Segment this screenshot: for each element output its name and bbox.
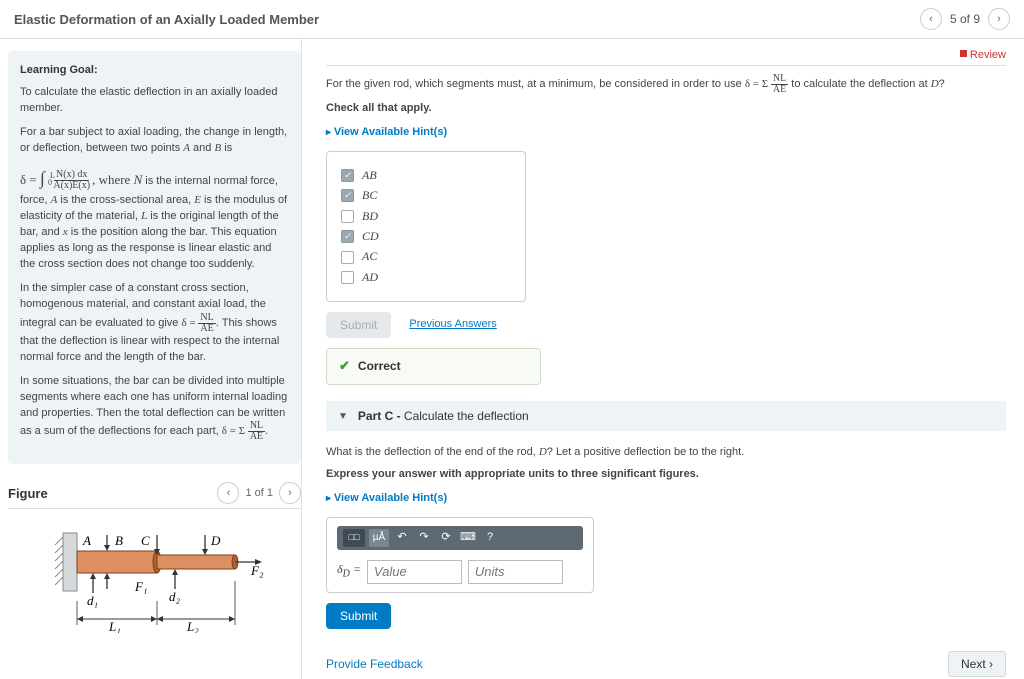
units-icon[interactable]: µÅ [369,529,389,547]
checkbox-label: AB [362,167,377,184]
figure-position: 1 of 1 [245,487,273,499]
svg-text:C: C [141,533,150,548]
hints-link-c[interactable]: View Available Hint(s) [326,491,1006,507]
svg-text:A: A [82,533,91,548]
correct-label: Correct [358,358,401,375]
previous-answers-link[interactable]: Previous Answers [409,317,496,333]
check-all-label: Check all that apply. [326,101,1006,117]
learning-p3: force, A is the cross-sectional area, E … [20,193,289,273]
undo-icon[interactable]: ↶ [393,529,411,547]
checkbox-icon[interactable] [341,169,354,182]
figure-prev-button[interactable]: ‹ [217,482,239,504]
answer-toolbar: □□ µÅ ↶ ↷ ⟳ ⌨ ? [337,526,583,550]
value-input[interactable] [367,560,462,584]
checkbox-option[interactable]: AD [341,269,511,286]
checkbox-icon[interactable] [341,230,354,243]
reset-icon[interactable]: ⟳ [437,529,455,547]
checkbox-panel: AB BC BD CD AC AD [326,151,526,302]
part-c-label: Part C - [358,409,404,423]
help-icon[interactable]: ? [481,529,499,547]
page-title: Elastic Deformation of an Axially Loaded… [14,12,319,27]
submit-button-b[interactable]: Submit [326,312,391,338]
footer: Provide Feedback Next › [326,651,1006,679]
figure-diagram: A B C D F₁ d₁ d₂ F₂ [8,509,301,633]
learning-p4: In the simpler case of a constant cross … [20,281,289,366]
checkbox-icon[interactable] [341,189,354,202]
page-position: 5 of 9 [950,12,980,26]
equation-integral: δ = ∫0L N(x) dxA(x)E(x), where N is the … [20,165,289,192]
checkbox-icon[interactable] [341,271,354,284]
checkbox-option[interactable]: AC [341,248,511,265]
part-b-question: For the given rod, which segments must, … [326,74,1006,95]
checkbox-icon[interactable] [341,251,354,264]
learning-p2: For a bar subject to axial loading, the … [20,125,289,157]
units-input[interactable] [468,560,563,584]
feedback-link[interactable]: Provide Feedback [326,657,423,671]
svg-text:F₂: F₂ [250,563,264,578]
next-page-button[interactable]: › [988,8,1010,30]
svg-text:d₁: d₁ [87,593,98,608]
keyboard-icon[interactable]: ⌨ [459,529,477,547]
template-icon[interactable]: □□ [343,529,365,547]
checkbox-option[interactable]: CD [341,228,511,245]
part-c-header[interactable]: ▼ Part C - Calculate the deflection [326,401,1006,431]
hints-link-b[interactable]: View Available Hint(s) [326,125,1006,141]
part-c-panel: What is the deflection of the end of the… [326,431,1006,629]
next-button[interactable]: Next › [948,651,1006,677]
checkbox-label: BC [362,187,377,204]
checkbox-option[interactable]: BC [341,187,511,204]
svg-text:L₁: L₁ [108,619,121,633]
figure-next-button[interactable]: › [279,482,301,504]
chevron-down-icon: ▼ [338,411,348,422]
svg-text:B: B [115,533,123,548]
prev-page-button[interactable]: ‹ [920,8,942,30]
part-b-panel: For the given rod, which segments must, … [326,65,1006,401]
checkbox-option[interactable]: BD [341,208,511,225]
redo-icon[interactable]: ↷ [415,529,433,547]
figure-header: Figure ‹ 1 of 1 › [8,482,301,509]
part-c-question: What is the deflection of the end of the… [326,445,1006,461]
answer-box: □□ µÅ ↶ ↷ ⟳ ⌨ ? δD = [326,517,594,593]
answer-variable: δD = [337,561,361,582]
figure-nav: ‹ 1 of 1 › [217,482,301,504]
svg-text:L₂: L₂ [186,619,199,633]
checkbox-label: BD [362,208,378,225]
correct-feedback: ✔ Correct [326,348,541,385]
svg-text:d₂: d₂ [169,589,181,604]
part-c-title: Calculate the deflection [404,409,529,423]
checkbox-icon[interactable] [341,210,354,223]
svg-text:D: D [210,533,221,548]
review-link[interactable]: Review [326,49,1006,61]
submit-button-c[interactable]: Submit [326,603,391,629]
learning-goal-panel: Learning Goal: To calculate the elastic … [8,51,301,464]
svg-text:F₁: F₁ [134,579,147,594]
learning-p5: In some situations, the bar can be divid… [20,374,289,443]
learning-p1: To calculate the elastic deflection in a… [20,85,289,117]
express-label: Express your answer with appropriate uni… [326,467,1006,483]
checkbox-label: AC [362,248,377,265]
page-nav: ‹ 5 of 9 › [920,8,1010,30]
checkbox-label: AD [362,269,378,286]
checkbox-option[interactable]: AB [341,167,511,184]
check-icon: ✔ [339,357,350,376]
checkbox-label: CD [362,228,379,245]
page-header: Elastic Deformation of an Axially Loaded… [0,0,1024,39]
learning-heading: Learning Goal: [20,63,289,79]
figure-heading: Figure [8,486,48,501]
